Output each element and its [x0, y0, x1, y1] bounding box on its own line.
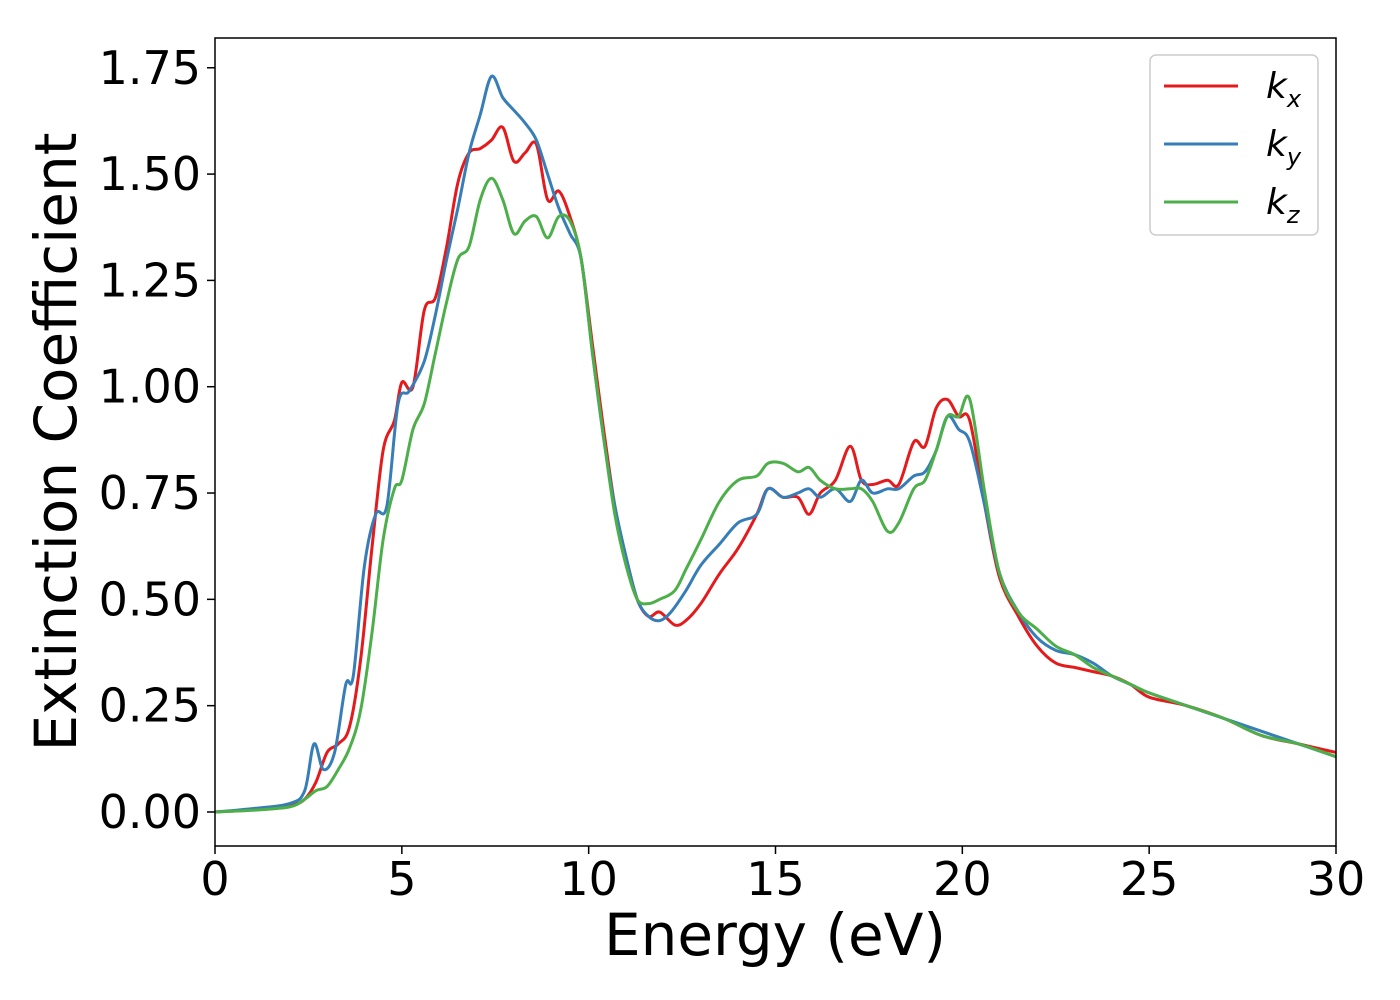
- y-tick-label: 1.25: [99, 253, 201, 307]
- x-axis-title: Energy (eV): [604, 901, 946, 969]
- x-axis: 0 5 10 15 20 25 30: [200, 846, 1365, 906]
- legend-label-subscript: z: [1286, 201, 1301, 229]
- y-tick-label: 0.75: [99, 466, 201, 520]
- x-tick-label: 25: [1120, 852, 1179, 906]
- y-tick-label: 0.00: [99, 785, 201, 839]
- legend-label-base: k: [1266, 66, 1289, 107]
- y-tick-label: 0.25: [99, 679, 201, 733]
- legend-label-base: k: [1266, 182, 1289, 223]
- y-tick-label: 0.50: [99, 572, 201, 626]
- series-line-k_z: [215, 176, 1336, 814]
- x-tick-label: 20: [933, 852, 992, 906]
- y-tick-label: 1.50: [99, 147, 201, 201]
- series-layer: [215, 74, 1336, 814]
- x-tick-label: 15: [746, 852, 805, 906]
- legend-label-k_z: kz: [1266, 182, 1301, 229]
- x-tick-label: 10: [559, 852, 618, 906]
- legend-label-base: k: [1266, 124, 1289, 165]
- legend-label-subscript: y: [1286, 143, 1302, 171]
- x-tick-label: 0: [200, 852, 229, 906]
- y-axis: 0.00 0.25 0.50 0.75 1.00 1.25 1.50 1.75: [99, 41, 215, 839]
- legend-label-subscript: x: [1286, 85, 1302, 113]
- series-line-k_x: [215, 125, 1336, 814]
- y-axis-title: Extinction Coefficient: [22, 133, 90, 752]
- legend-label-k_y: ky: [1266, 124, 1302, 171]
- legend-label-k_x: kx: [1266, 66, 1302, 113]
- y-tick-label: 1.75: [99, 41, 201, 95]
- x-tick-label: 30: [1307, 852, 1366, 906]
- x-tick-label: 5: [387, 852, 416, 906]
- y-tick-label: 1.00: [99, 360, 201, 414]
